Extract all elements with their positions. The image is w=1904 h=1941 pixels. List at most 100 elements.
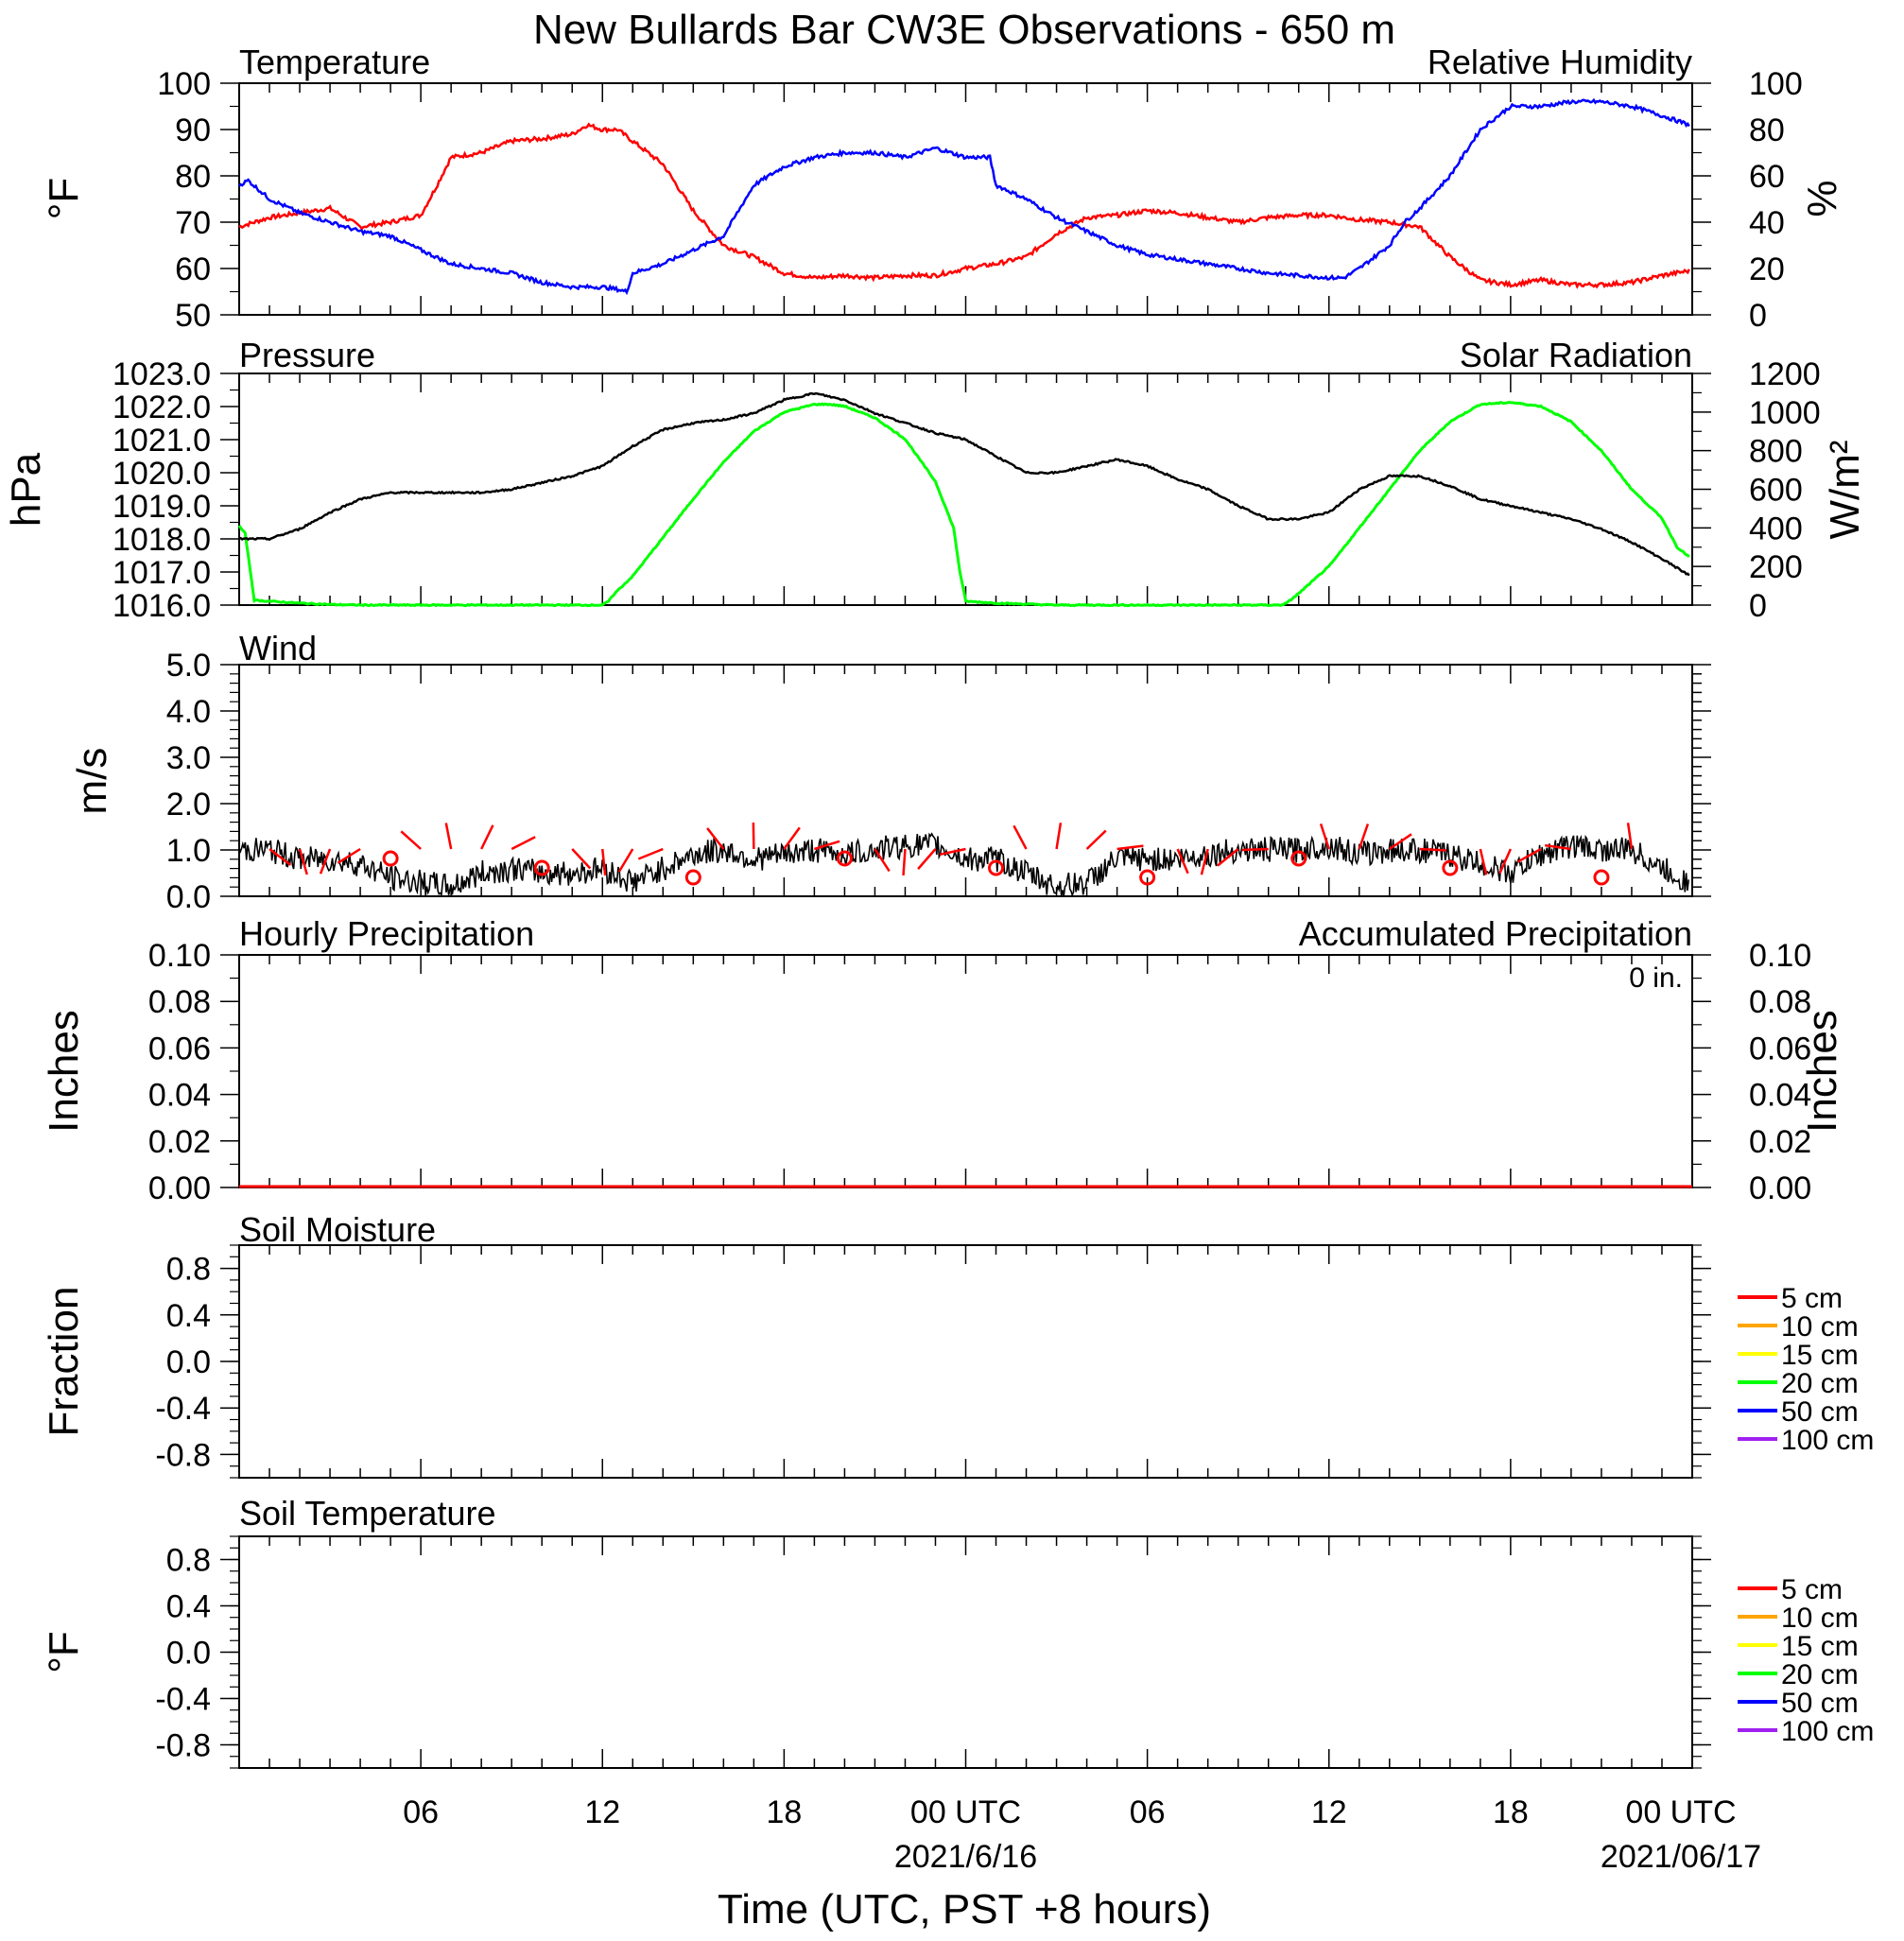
soil-temp-panel-unit-label: °F	[41, 1631, 87, 1672]
wind-barb	[268, 848, 292, 866]
y-tick-label: 0.08	[1749, 984, 1811, 1020]
wind-calm-marker	[382, 850, 399, 867]
wind-barb	[298, 848, 308, 875]
hourly-precip-title: Hourly Precipitation	[239, 914, 534, 953]
temp-rh-panel: 100 90 80 70 60 50 100 80 60 40 20 0 Temperature Rela…	[41, 43, 1845, 334]
wind-speed-line	[238, 832, 1689, 898]
y-tick-label: 0.02	[148, 1124, 211, 1160]
legend-label: 50 cm	[1781, 1396, 1859, 1428]
y-tick-label: 0.8	[166, 1543, 211, 1579]
y-tick-label: 1022.0	[113, 390, 211, 425]
legend-label: 50 cm	[1781, 1688, 1859, 1719]
y-tick-label: 20	[1749, 251, 1785, 287]
wind-barb	[1241, 847, 1269, 852]
legend-label: 100 cm	[1781, 1425, 1874, 1456]
y-tick-label: 600	[1749, 473, 1803, 509]
y-tick-label: 800	[1749, 434, 1803, 470]
x-tick-label: 18	[1493, 1794, 1529, 1830]
solar-line	[237, 401, 1690, 608]
wind-calm-marker	[1442, 859, 1459, 876]
y-tick-label: 0.0	[166, 879, 211, 915]
wind-barb	[1358, 823, 1370, 850]
wind-barb	[1319, 823, 1330, 850]
wind-barb	[1055, 823, 1063, 850]
legend-label: 20 cm	[1781, 1368, 1859, 1399]
y-tick-label: -0.4	[155, 1391, 211, 1427]
wind-barb	[1545, 843, 1572, 851]
wind-barb	[783, 826, 801, 850]
y-tick-label: 1018.0	[113, 522, 211, 558]
y-tick-label: 2.0	[166, 787, 211, 823]
y-tick-label: 400	[1749, 511, 1803, 546]
wind-barb	[1200, 848, 1209, 875]
pressure-solar-panel: 1023.01022.01021.01020.01019.01018.01017…	[3, 336, 1868, 624]
y-tick-label: 0.08	[148, 984, 211, 1020]
wind-barb	[874, 848, 891, 873]
humidity-title: Relative Humidity	[1428, 43, 1692, 81]
temp-unit-label: °F	[41, 178, 87, 219]
y-tick-label: 0.00	[148, 1170, 211, 1206]
y-tick-label: 0.06	[1749, 1031, 1811, 1066]
wind-barb	[617, 848, 634, 873]
wind-panel: 5.0 4.0 3.0 2.0 1.0 0.0 Wind m/s	[69, 629, 1711, 915]
accum-precip-unit-label: Inches	[1799, 1010, 1845, 1133]
wind-barb	[337, 847, 361, 864]
x-tick-label: 00 UTC	[1625, 1794, 1736, 1830]
wind-barb	[1116, 844, 1144, 851]
y-tick-label: 5.0	[166, 648, 211, 684]
wind-barb	[1419, 847, 1446, 852]
soil-moisture-panel: 0.8 0.4 0.0 -0.4 -0.8 Soil Moisture Fraction 5 …	[41, 1210, 1874, 1479]
y-tick-label: 0.8	[166, 1252, 211, 1288]
wind-barb	[1085, 829, 1107, 850]
y-tick-label: 100	[1749, 66, 1803, 102]
wind-barb	[1217, 848, 1239, 867]
y-tick-label: 1000	[1749, 395, 1821, 431]
wind-barb	[1176, 848, 1189, 875]
wind-barb	[917, 848, 937, 870]
y-tick-label: 1017.0	[113, 555, 211, 591]
legend-label: 100 cm	[1781, 1716, 1874, 1747]
wind-barb	[571, 848, 592, 870]
wind-barb	[706, 827, 725, 850]
x-axis-label: Time (UTC, PST +8 hours)	[718, 1886, 1211, 1932]
y-tick-label: 0.4	[166, 1298, 211, 1334]
x-tick-label: 00 UTC	[910, 1794, 1021, 1830]
wind-panel-frame	[238, 664, 1693, 897]
y-tick-label: 0.06	[148, 1031, 211, 1066]
y-tick-label: 40	[1749, 205, 1785, 241]
legend-label: 5 cm	[1781, 1574, 1843, 1605]
wind-calm-marker	[1290, 850, 1307, 867]
soil-temp-panel-title: Soil Temperature	[239, 1494, 495, 1533]
wind-barb	[1389, 833, 1412, 851]
y-tick-label: 80	[1749, 113, 1785, 148]
y-tick-label: 0.10	[1749, 938, 1811, 974]
y-tick-label: 4.0	[166, 694, 211, 730]
y-tick-label: 0.4	[166, 1589, 211, 1625]
wind-barb	[1626, 823, 1634, 850]
wind-barb	[511, 836, 536, 851]
hourly-precip-unit-label: Inches	[41, 1010, 87, 1133]
y-tick-label: 60	[1749, 159, 1785, 195]
solar-title: Solar Radiation	[1460, 336, 1692, 374]
y-tick-label: 0.04	[1749, 1078, 1811, 1114]
legend-label: 15 cm	[1781, 1631, 1859, 1662]
wind-barb	[939, 847, 966, 857]
wind-barb	[1479, 848, 1488, 875]
y-tick-label: 60	[175, 251, 211, 287]
y-tick-label: 0.04	[148, 1078, 211, 1114]
y-tick-label: 100	[157, 66, 211, 102]
soil-moisture-panel-frame	[238, 1244, 1693, 1479]
wind-unit-label: m/s	[69, 748, 115, 815]
y-tick-label: 90	[175, 113, 211, 148]
humidity-line	[238, 122, 1690, 289]
y-tick-label: 0.00	[1749, 1170, 1811, 1206]
accum-precip-title: Accumulated Precipitation	[1299, 914, 1692, 953]
x-tick-label: 06	[1130, 1794, 1166, 1830]
y-tick-label: 1023.0	[113, 356, 211, 392]
y-tick-label: 0	[1749, 298, 1767, 334]
soil-moisture-panel-title: Soil Moisture	[239, 1210, 436, 1249]
legend-label: 10 cm	[1781, 1603, 1859, 1634]
